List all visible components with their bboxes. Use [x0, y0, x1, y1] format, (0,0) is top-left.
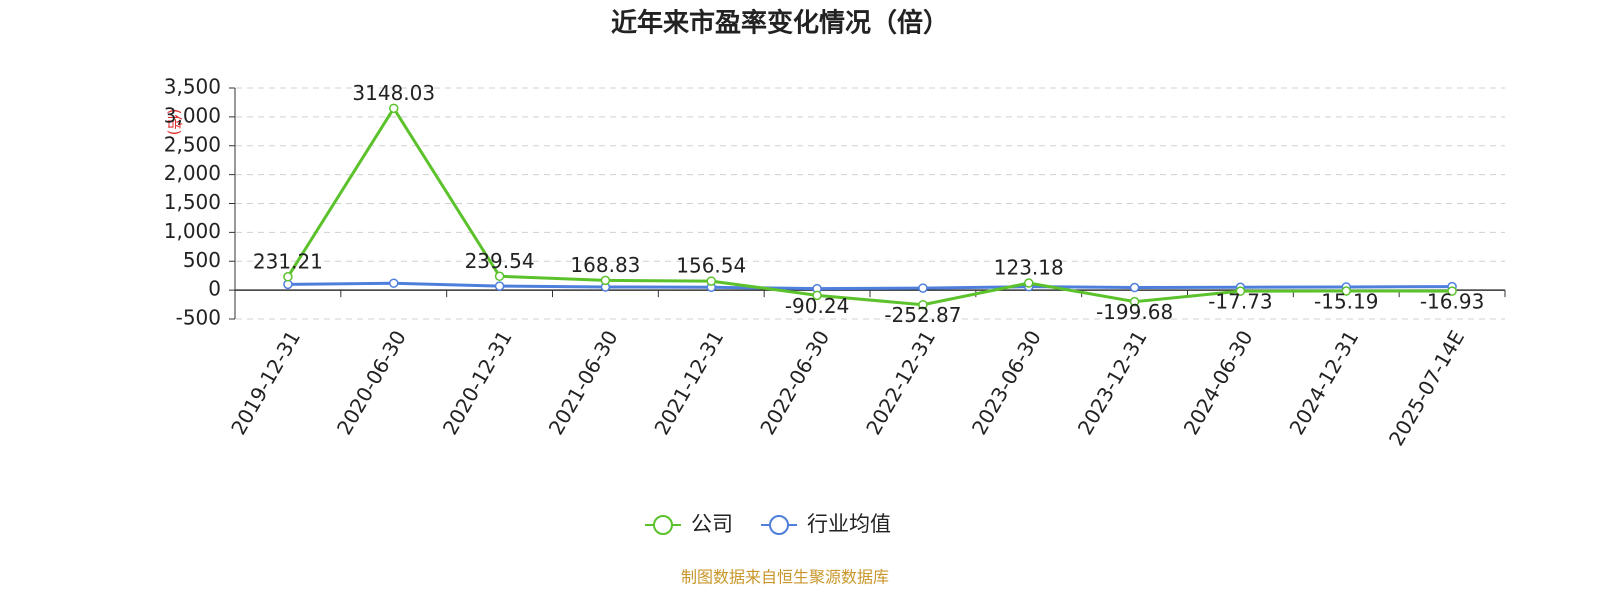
data-label: -199.68	[1096, 300, 1173, 324]
data-label: -16.93	[1420, 290, 1484, 314]
data-label: -252.87	[884, 303, 961, 327]
data-label: -17.73	[1208, 290, 1272, 314]
source-note: 制图数据来自恒生聚源数据库	[681, 568, 889, 587]
legend-marker	[769, 515, 789, 535]
x-tick-label: 2020-12-31	[438, 326, 517, 439]
point	[600, 275, 611, 286]
point	[1129, 282, 1140, 293]
data-label: 239.54	[465, 249, 535, 273]
data-label: 168.83	[570, 253, 640, 277]
point	[283, 272, 293, 282]
x-tick-label: 2021-06-30	[544, 326, 623, 439]
point	[283, 279, 293, 290]
series-line	[287, 281, 1453, 291]
y-tick-label: 2,000	[164, 161, 221, 185]
y-tick-label: 2,500	[164, 132, 221, 156]
chart-title: 近年来市盈率变化情况（倍）	[611, 8, 949, 39]
legend-label: 行业均值	[807, 512, 891, 536]
y-tick-label: 3,000	[164, 103, 221, 127]
data-label: 231.21	[253, 249, 323, 273]
y-tick-label: -500	[176, 306, 221, 330]
point	[494, 271, 505, 282]
legend-marker	[653, 515, 673, 535]
data-label: 156.54	[676, 254, 746, 278]
x-tick-label: 2025-07-14E	[1384, 326, 1469, 450]
data-label: -15.19	[1314, 290, 1378, 314]
point	[706, 276, 716, 286]
x-tick-label: 2022-12-31	[861, 326, 940, 439]
point	[389, 278, 399, 288]
point	[1341, 286, 1351, 296]
data-label: 123.18	[994, 256, 1064, 280]
point	[1235, 286, 1246, 296]
point	[1024, 278, 1034, 288]
point	[389, 103, 399, 114]
x-tick-label: 2023-06-30	[967, 326, 1046, 439]
point	[918, 283, 928, 293]
x-tick-label: 2023-12-31	[1073, 326, 1152, 439]
x-tick-label: 2022-06-30	[755, 326, 834, 439]
x-tick-label: 2024-06-30	[1179, 326, 1258, 439]
y-tick-label: 0	[208, 277, 221, 301]
x-tick-label: 2021-12-31	[649, 326, 728, 439]
x-tick-label: 2024-12-31	[1284, 326, 1363, 439]
x-tick-label: 2020-06-30	[332, 326, 411, 439]
y-tick-label: 1,000	[164, 219, 221, 243]
y-tick-label: 3,500	[164, 75, 221, 99]
data-label: -90.24	[785, 294, 849, 318]
y-axis-label: (倍)	[166, 109, 184, 136]
data-label: 3148.03	[352, 81, 435, 105]
y-tick-label: 500	[183, 248, 221, 272]
point	[812, 290, 822, 301]
point	[494, 281, 505, 291]
x-tick-label: 2019-12-31	[226, 326, 305, 439]
y-tick-label: 1,500	[164, 190, 221, 214]
series-line	[286, 105, 1453, 307]
legend-label: 公司	[691, 512, 733, 536]
point	[1129, 296, 1140, 307]
point	[1447, 286, 1457, 296]
point	[918, 299, 928, 310]
